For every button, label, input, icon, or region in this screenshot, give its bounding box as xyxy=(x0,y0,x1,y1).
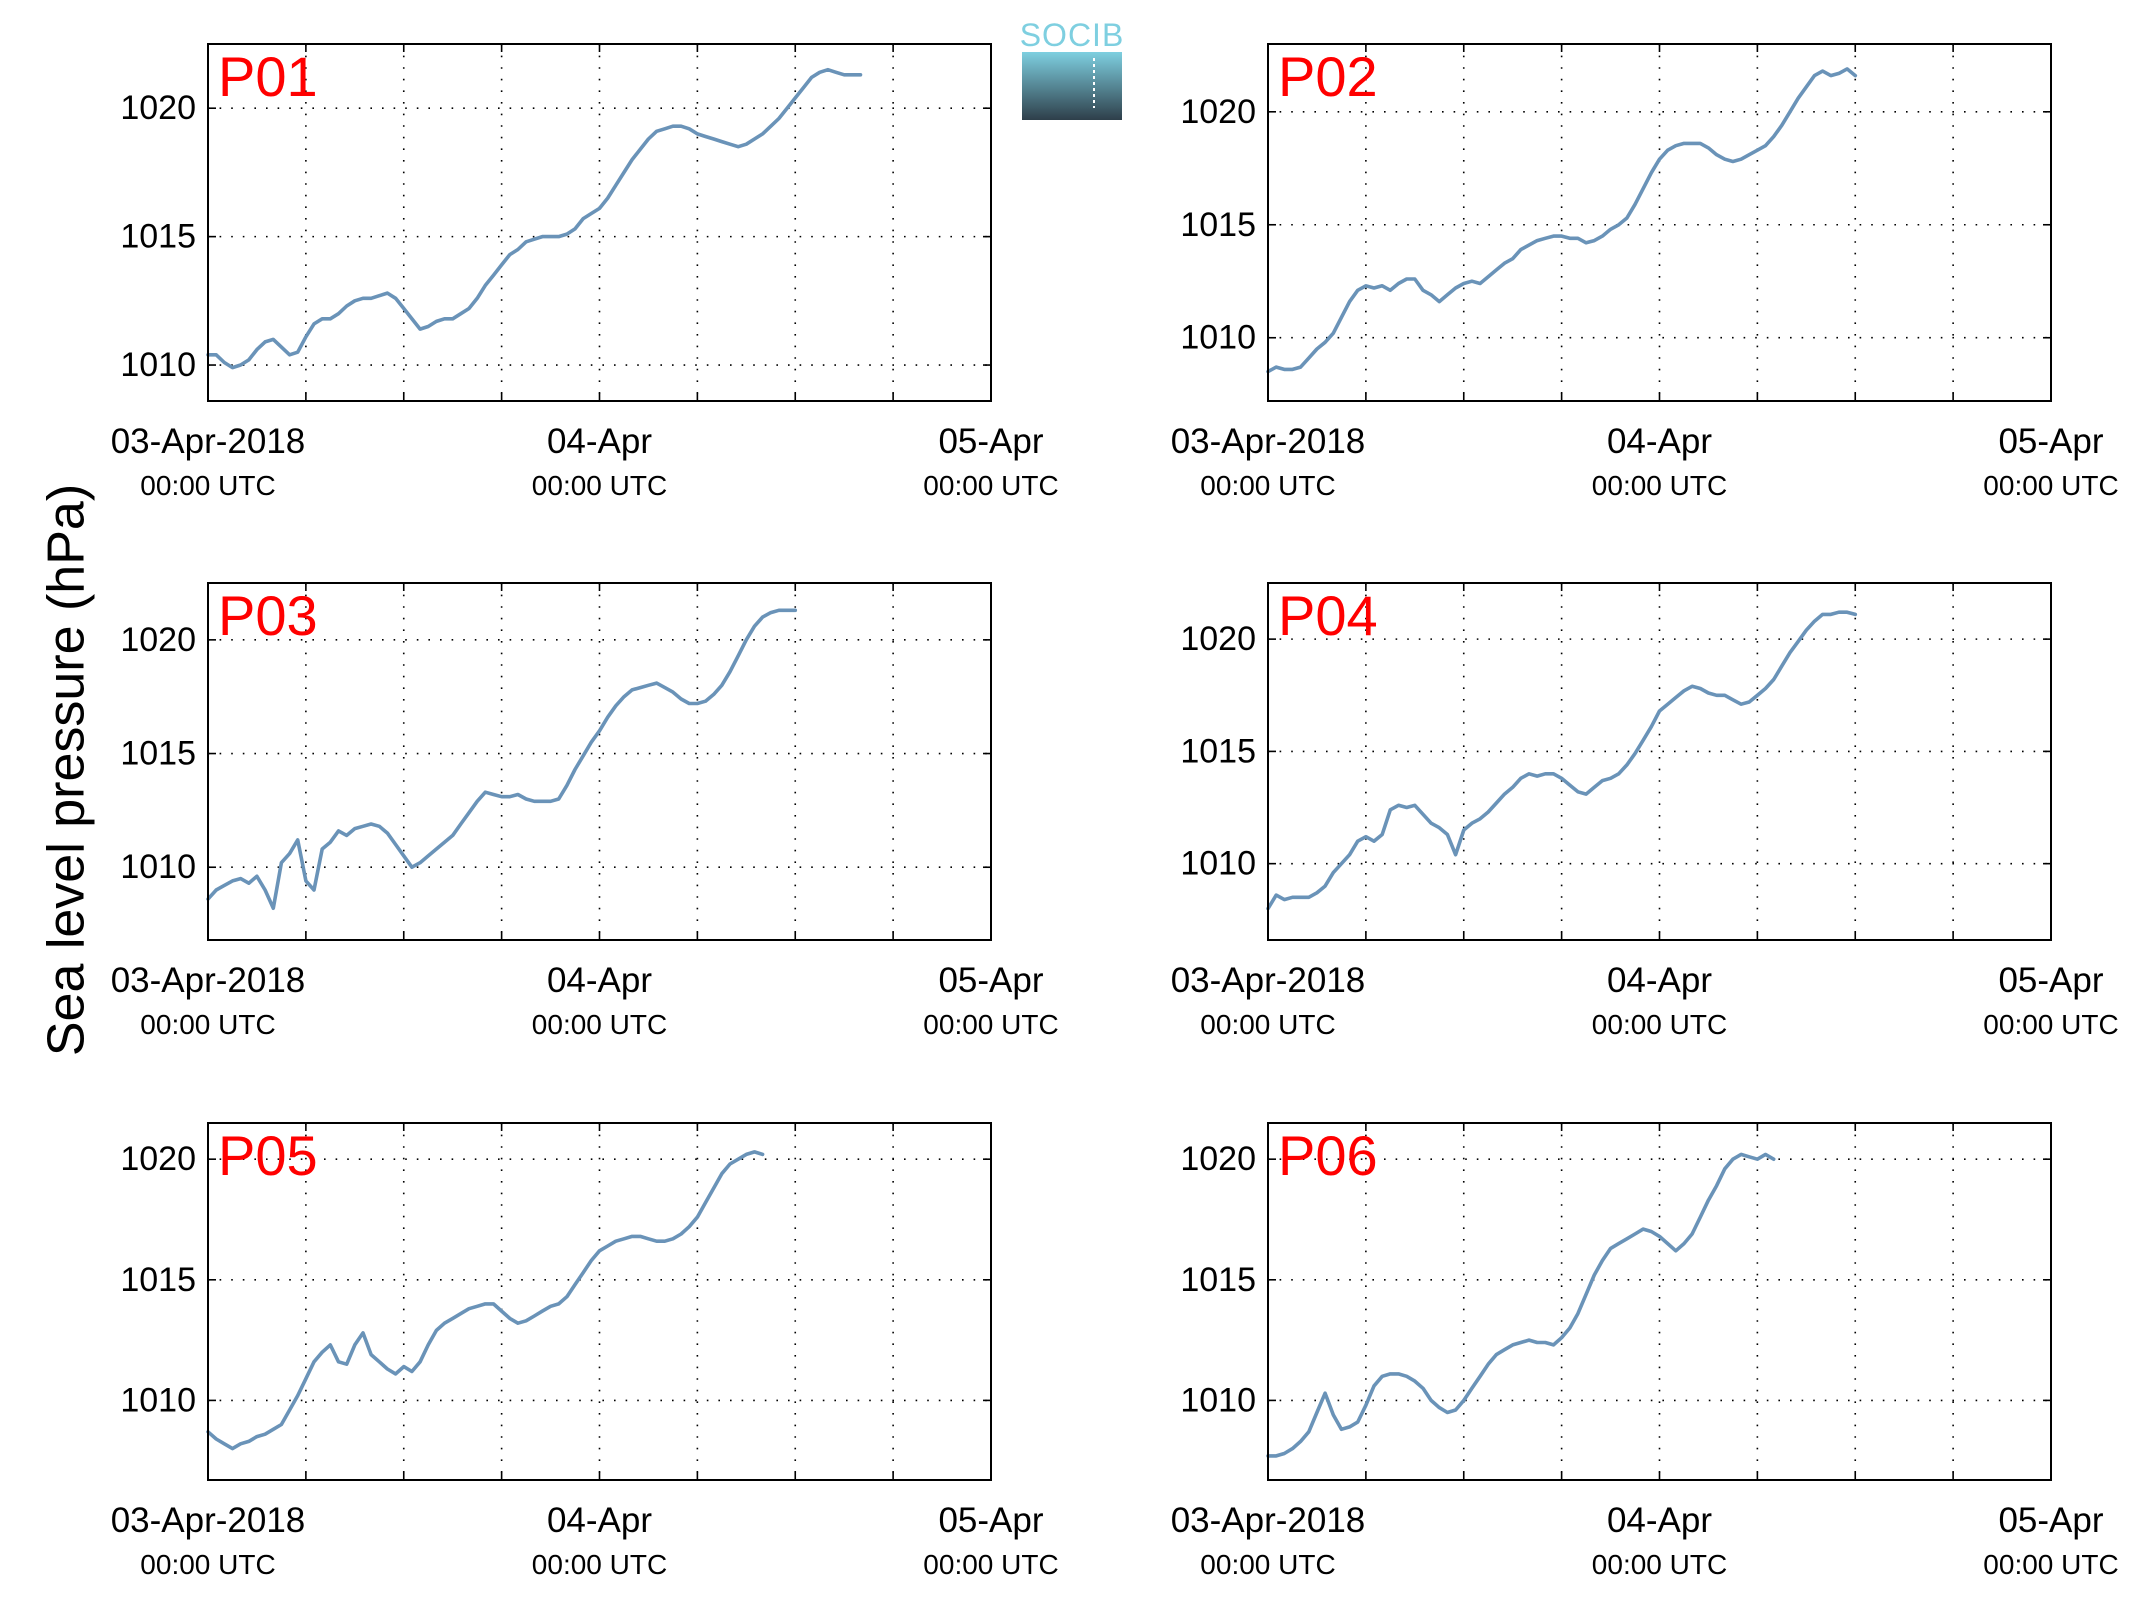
x-tick-label-time: 00:00 UTC xyxy=(140,1009,275,1040)
y-tick-label: 1015 xyxy=(120,1261,196,1299)
x-tick-label-date: 04-Apr xyxy=(547,1501,652,1540)
x-tick-label-date: 03-Apr-2018 xyxy=(1171,1501,1366,1540)
x-tick-label-date: 05-Apr xyxy=(938,961,1043,1000)
y-tick-label: 1010 xyxy=(1180,1381,1256,1419)
panel-grid: 1010 1015 1020 P01 03-Apr-2018 00:00 UTC 04-Ap… xyxy=(111,43,2119,1580)
panel-title: P01 xyxy=(218,45,318,108)
x-tick-label-date: 04-Apr xyxy=(1607,422,1712,461)
panel-p02: 1010 1015 1020 P02 03-Apr-2018 00:00 UTC 04-Ap… xyxy=(1171,43,2119,501)
y-tick-label: 1010 xyxy=(1180,845,1256,883)
y-tick-label: 1020 xyxy=(1180,93,1256,131)
x-tick-label-time: 00:00 UTC xyxy=(1983,470,2118,501)
pressure-series-line xyxy=(1266,610,1858,911)
y-tick-label: 1020 xyxy=(1180,1140,1256,1178)
y-tick-label: 1015 xyxy=(1180,1261,1256,1299)
x-tick-label-time: 00:00 UTC xyxy=(140,1549,275,1580)
logo-text: SOCIB xyxy=(1020,17,1125,53)
axes-frame xyxy=(207,582,992,941)
y-tick-label: 1020 xyxy=(120,621,196,659)
logo-box xyxy=(1022,52,1122,120)
figure-ylabel: Sea level pressure (hPa) xyxy=(38,484,96,1056)
x-tick-label-time: 00:00 UTC xyxy=(1592,470,1727,501)
panel-title: P04 xyxy=(1278,584,1378,647)
pressure-series-line xyxy=(1266,1152,1776,1458)
x-tick-label-time: 00:00 UTC xyxy=(923,1009,1058,1040)
axes-frame xyxy=(207,1122,992,1481)
axes-frame xyxy=(1267,43,2052,402)
x-tick-label-date: 05-Apr xyxy=(938,1501,1043,1540)
y-tick-label: 1010 xyxy=(120,1381,196,1419)
x-tick-label-date: 04-Apr xyxy=(547,422,652,461)
x-tick-label-date: 04-Apr xyxy=(1607,1501,1712,1540)
panel-title: P06 xyxy=(1278,1124,1378,1187)
y-tick-label: 1015 xyxy=(1180,732,1256,770)
x-tick-label-time: 00:00 UTC xyxy=(1983,1549,2118,1580)
x-tick-label-time: 00:00 UTC xyxy=(532,470,667,501)
panel-p03: 1010 1015 1020 P03 03-Apr-2018 00:00 UTC 04-Ap… xyxy=(111,582,1059,1040)
x-tick-label-date: 05-Apr xyxy=(1998,961,2103,1000)
x-tick-label-time: 00:00 UTC xyxy=(1200,470,1335,501)
x-tick-label-date: 05-Apr xyxy=(1998,422,2103,461)
x-tick-label-date: 03-Apr-2018 xyxy=(111,961,306,1000)
x-tick-label-time: 00:00 UTC xyxy=(532,1549,667,1580)
axes-frame xyxy=(1267,1122,2052,1481)
panel-title: P03 xyxy=(218,584,318,647)
panel-title: P05 xyxy=(218,1124,318,1187)
pressure-series-line xyxy=(206,608,798,910)
x-tick-label-date: 03-Apr-2018 xyxy=(1171,422,1366,461)
x-tick-label-time: 00:00 UTC xyxy=(140,470,275,501)
x-tick-label-time: 00:00 UTC xyxy=(1200,1009,1335,1040)
x-tick-label-time: 00:00 UTC xyxy=(1592,1549,1727,1580)
x-tick-label-date: 03-Apr-2018 xyxy=(1171,961,1366,1000)
x-tick-label-date: 03-Apr-2018 xyxy=(111,1501,306,1540)
axes-frame xyxy=(1267,582,2052,941)
panel-p01: 1010 1015 1020 P01 03-Apr-2018 00:00 UTC 04-Ap… xyxy=(111,43,1059,501)
x-tick-label-date: 03-Apr-2018 xyxy=(111,422,306,461)
x-tick-label-date: 05-Apr xyxy=(938,422,1043,461)
x-tick-label-time: 00:00 UTC xyxy=(532,1009,667,1040)
y-tick-label: 1020 xyxy=(120,89,196,127)
x-tick-label-time: 00:00 UTC xyxy=(923,1549,1058,1580)
axes-frame xyxy=(207,43,992,402)
y-tick-label: 1010 xyxy=(120,346,196,384)
socib-logo: SOCIB xyxy=(1020,17,1125,120)
y-tick-label: 1015 xyxy=(120,218,196,256)
panel-title: P02 xyxy=(1278,45,1378,108)
y-tick-label: 1010 xyxy=(1180,319,1256,357)
x-tick-label-date: 04-Apr xyxy=(547,961,652,1000)
pressure-series-line xyxy=(1266,67,1858,374)
x-tick-label-date: 05-Apr xyxy=(1998,1501,2103,1540)
y-tick-label: 1020 xyxy=(120,1140,196,1178)
pressure-series-line xyxy=(206,67,863,370)
x-tick-label-date: 04-Apr xyxy=(1607,961,1712,1000)
panel-p05: 1010 1015 1020 P05 03-Apr-2018 00:00 UTC 04-Ap… xyxy=(111,1122,1059,1580)
y-tick-label: 1010 xyxy=(120,848,196,886)
y-tick-label: 1020 xyxy=(1180,620,1256,658)
y-tick-label: 1015 xyxy=(1180,206,1256,244)
pressure-series-line xyxy=(206,1150,765,1451)
x-tick-label-time: 00:00 UTC xyxy=(1983,1009,2118,1040)
panel-p04: 1010 1015 1020 P04 03-Apr-2018 00:00 UTC 04-Ap… xyxy=(1171,582,2119,1040)
x-tick-label-time: 00:00 UTC xyxy=(1200,1549,1335,1580)
x-tick-label-time: 00:00 UTC xyxy=(923,470,1058,501)
y-tick-label: 1015 xyxy=(120,735,196,773)
x-tick-label-time: 00:00 UTC xyxy=(1592,1009,1727,1040)
panel-p06: 1010 1015 1020 P06 03-Apr-2018 00:00 UTC 04-Ap… xyxy=(1171,1122,2119,1580)
